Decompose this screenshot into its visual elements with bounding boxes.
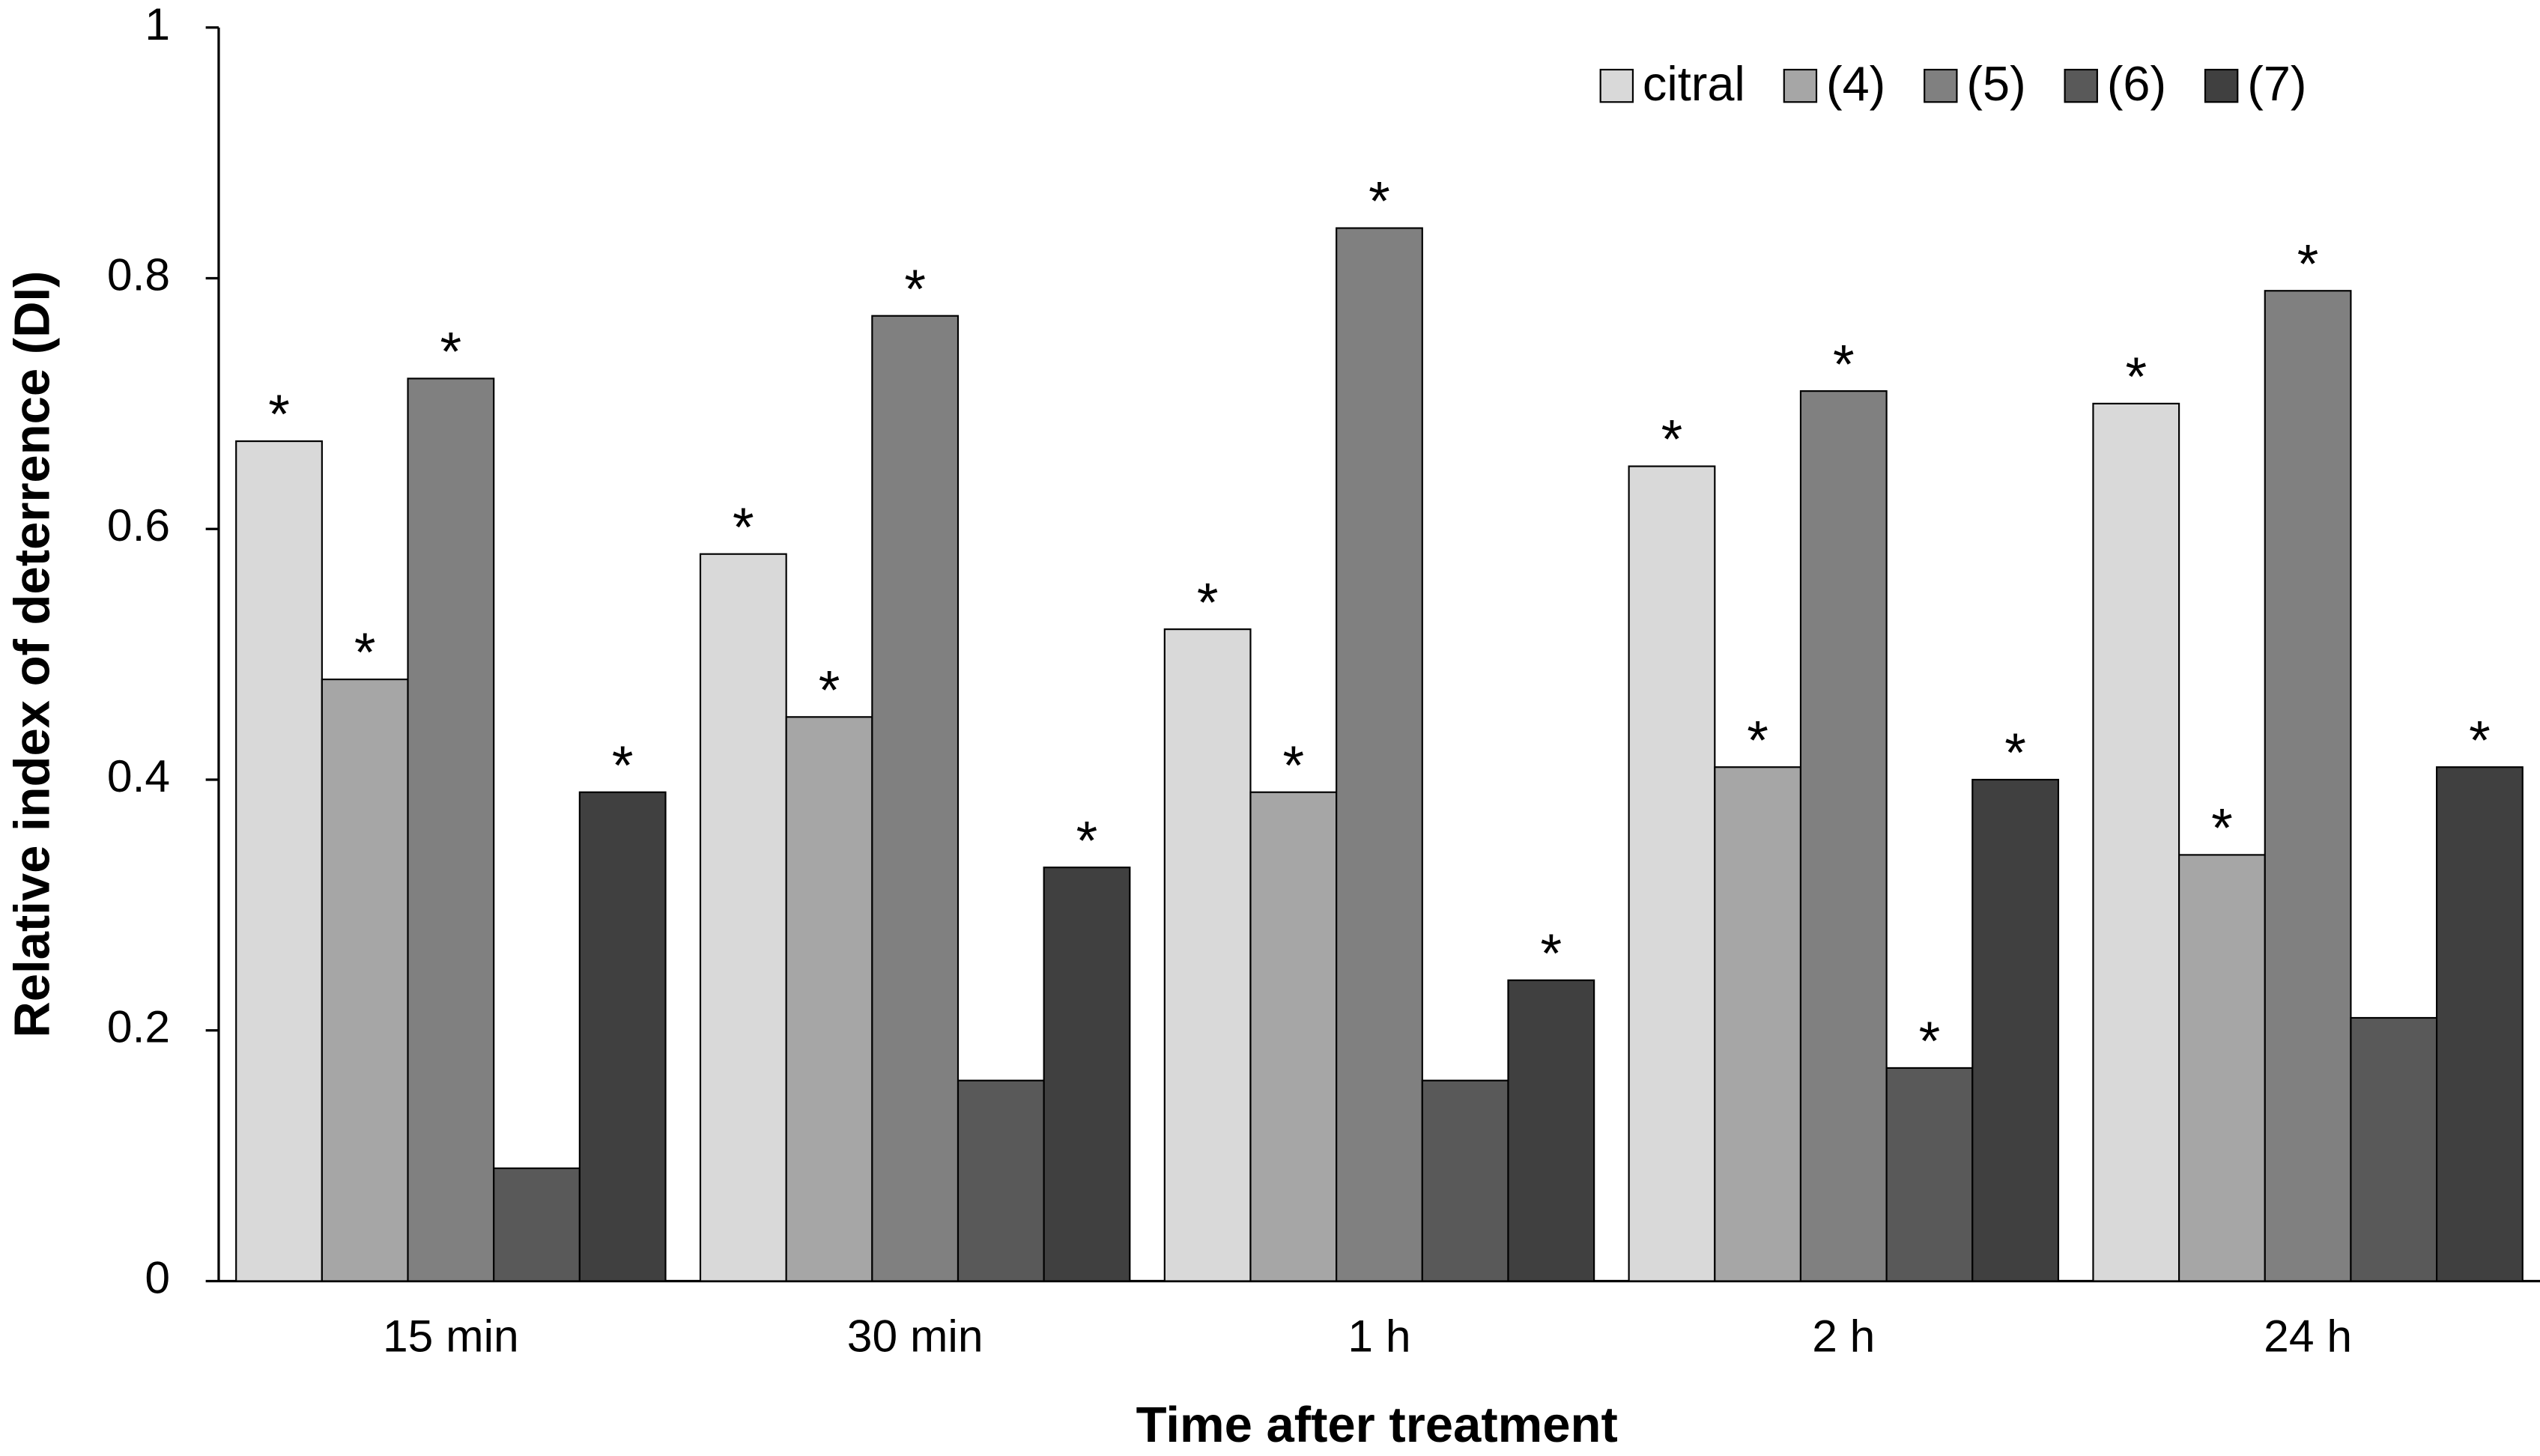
significance-label: * [2211,797,2233,859]
significance-label: * [612,734,634,796]
significance-label: * [1197,571,1219,633]
bar [957,1079,1045,1282]
bar [235,440,323,1282]
significance-label: * [1747,709,1768,771]
bar [493,1167,581,1282]
legend-label: (5) [1966,56,2025,111]
x-tick-label: 2 h [1812,1310,1875,1361]
bar [1971,778,2060,1282]
significance-label: * [1919,1010,1941,1072]
significance-label: * [819,658,840,721]
significance-label: * [1541,922,1563,984]
bar [699,553,787,1282]
significance-label: * [2004,721,2026,783]
legend-label: citral [1643,56,1745,111]
x-tick-label: 15 min [383,1310,519,1361]
legend-swatch [1924,68,1958,103]
significance-label: * [1076,809,1098,871]
legend-label: (4) [1826,56,1885,111]
significance-label: * [1368,170,1390,232]
bar [407,377,495,1282]
legend-label: (6) [2107,56,2166,111]
bar [2092,402,2180,1282]
bar [2178,854,2266,1282]
significance-label: * [2297,232,2319,294]
y-tick-label: 1 [145,0,170,49]
bar [2350,1016,2438,1282]
bar [2436,766,2524,1282]
bar [1249,791,1338,1282]
bar [578,791,667,1282]
y-tick-label: 0.6 [107,500,170,550]
x-tick-label: 1 h [1348,1310,1410,1361]
significance-label: * [1833,333,1855,395]
bar [321,679,409,1282]
y-axis-title: Relative index of deterrence (DI) [4,271,60,1038]
significance-label: * [733,496,754,558]
y-tick-label: 0.4 [107,750,170,801]
bar [1421,1079,1509,1282]
bar [2264,290,2352,1282]
bar [1507,979,1595,1282]
x-tick-label: 24 h [2264,1310,2352,1361]
y-tick-label: 0.2 [107,1001,170,1052]
bar [1714,766,1802,1282]
significance-label: * [2469,709,2491,771]
bar [785,716,873,1282]
y-tick-label: 0 [145,1252,170,1302]
significance-label: * [354,621,376,683]
bar [1885,1067,1974,1282]
bar [1043,867,1131,1282]
significance-label: * [904,258,926,320]
legend-swatch [1599,68,1634,103]
y-tick-label: 0.8 [107,249,170,300]
legend-label: (7) [2247,56,2306,111]
bar [1336,227,1423,1282]
significance-label: * [440,321,462,383]
x-axis-title: Time after treatment [1136,1397,1618,1453]
significance-label: * [1283,734,1305,796]
bar [1799,390,1888,1282]
significance-label: * [1661,408,1683,470]
x-tick-label: 30 min [847,1310,983,1361]
legend-swatch [2204,68,2239,103]
legend-swatch [1783,68,1818,103]
bar [871,315,960,1282]
bar [1628,465,1716,1282]
bar [1163,628,1252,1282]
legend-swatch [2064,68,2098,103]
significance-label: * [2125,345,2147,407]
significance-label: * [268,383,290,445]
